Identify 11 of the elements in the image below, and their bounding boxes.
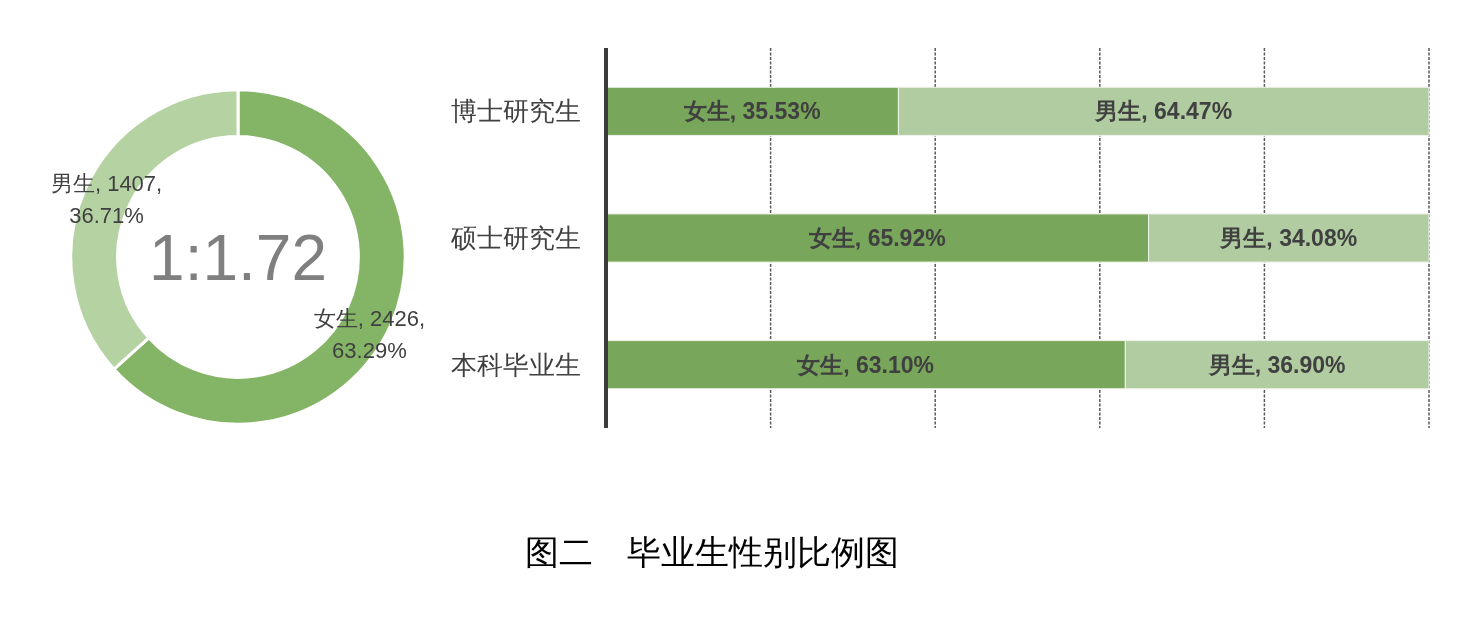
text: 图二 毕业生性别比例图	[525, 534, 899, 571]
data-label: 女生, 35.53%	[682, 98, 821, 125]
text: 1:1.72	[149, 222, 327, 295]
data-label: 男生, 64.47%	[1094, 98, 1233, 125]
y-tick-label: 硕士研究生	[450, 224, 581, 253]
y-tick-label: 本科毕业生	[451, 350, 581, 380]
data-label: 女生, 63.10%	[796, 351, 935, 378]
data-label: 女生, 65.92%	[807, 225, 946, 251]
data-label: 男生, 34.08%	[1219, 225, 1358, 251]
y-tick-label: 博士研究生	[451, 97, 581, 127]
data-label: 男生, 36.90%	[1207, 351, 1346, 378]
